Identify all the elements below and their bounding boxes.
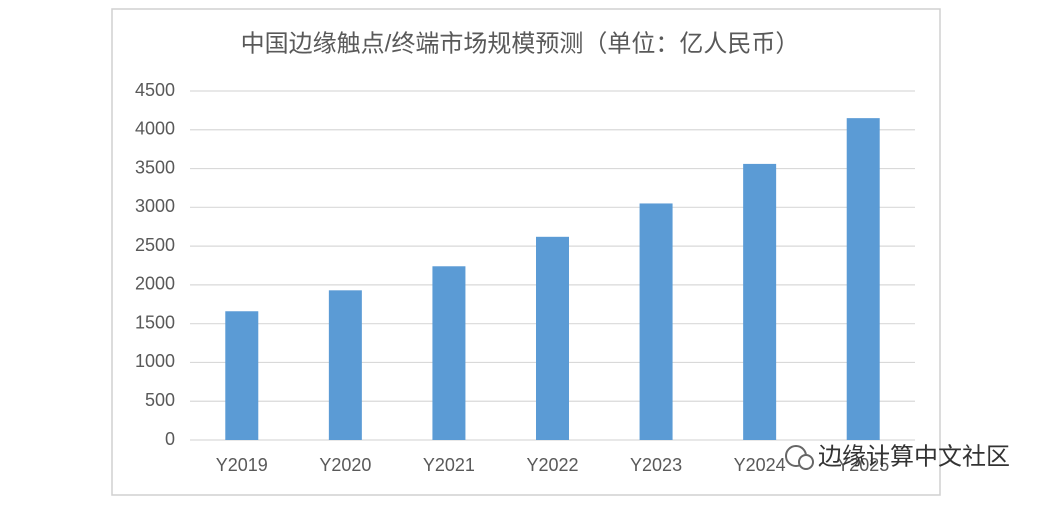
bar <box>639 203 673 440</box>
x-tick-label: Y2022 <box>526 455 578 475</box>
y-tick-label: 1500 <box>135 312 175 332</box>
y-tick-label: 500 <box>145 390 175 410</box>
x-tick-label: Y2024 <box>734 455 786 475</box>
x-tick-label: Y2019 <box>216 455 268 475</box>
y-tick-label: 2500 <box>135 235 175 255</box>
bar <box>536 236 569 440</box>
x-tick-label: Y2021 <box>423 455 475 475</box>
y-tick-label: 3500 <box>135 157 175 177</box>
bar <box>846 118 880 441</box>
x-tick-label: Y2020 <box>319 455 371 475</box>
y-tick-label: 4500 <box>135 80 175 100</box>
y-tick-label: 3000 <box>135 196 175 216</box>
watermark: 边缘计算中文社区 <box>785 443 1010 470</box>
x-tick-label: Y2025 <box>837 455 889 475</box>
y-tick-label: 2000 <box>135 274 175 294</box>
x-tick-label: Y2023 <box>630 455 682 475</box>
watermark-text: 边缘计算中文社区 <box>818 443 1010 470</box>
bar <box>432 266 466 440</box>
y-tick-label: 0 <box>165 429 175 449</box>
y-tick-label: 1000 <box>135 351 175 371</box>
plot-area: 0 500 1000 1500 2000 2500 3000 3500 4000 4500 Y201… <box>135 80 915 475</box>
bar <box>225 311 259 440</box>
bar <box>328 290 362 440</box>
watermark-icon <box>798 454 814 470</box>
y-tick-label: 4000 <box>135 119 175 139</box>
chart-title: 中国边缘触点/终端市场规模预测（单位：亿人民币） <box>241 30 800 57</box>
bar <box>743 163 777 440</box>
